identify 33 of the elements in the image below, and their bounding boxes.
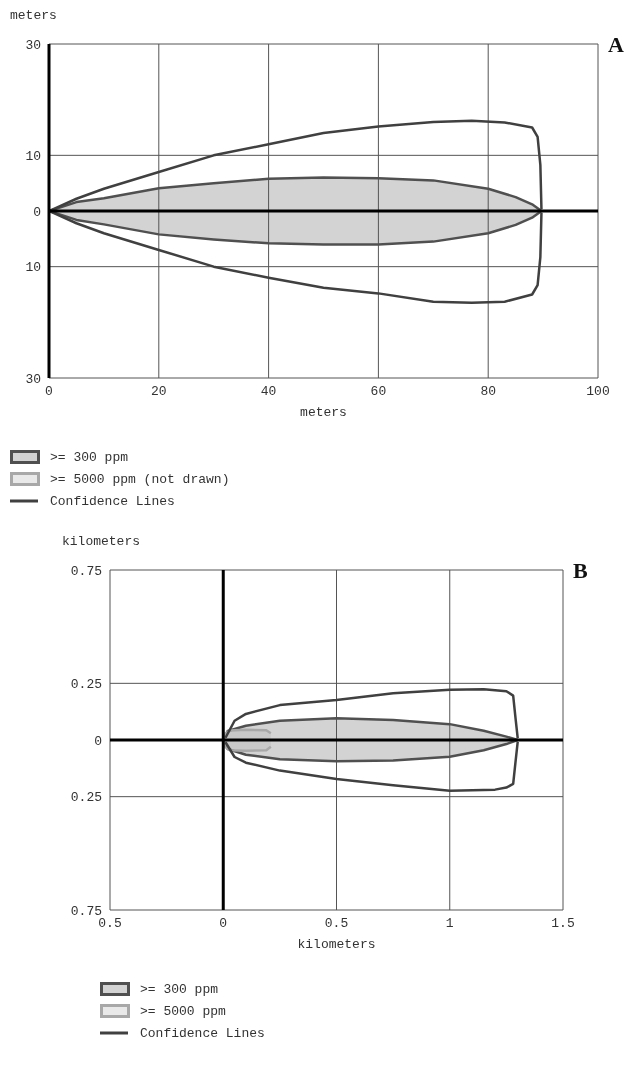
- x-tick-label: 100: [586, 384, 610, 400]
- y-tick-label: 0.75: [70, 903, 102, 919]
- x-tick-label: 0.5: [98, 916, 122, 932]
- y-tick-label: 0: [94, 733, 102, 749]
- y-tick-label: 30: [25, 37, 41, 53]
- x-axis-title: kilometers: [297, 937, 376, 952]
- legend-label: >= 300 ppm: [140, 981, 219, 997]
- y-axis-title: kilometers: [62, 534, 141, 549]
- x-tick-label: 40: [260, 384, 277, 400]
- x-tick-label: 0.5: [324, 916, 349, 932]
- legend-label: Confidence Lines: [50, 493, 175, 509]
- y-tick-label: 10: [25, 260, 41, 276]
- x-tick-label: 0: [219, 916, 228, 932]
- chart-title: B: [573, 558, 588, 584]
- y-tick-label: 10: [25, 148, 41, 164]
- y-tick-label: 30: [25, 371, 41, 387]
- legend-label: >= 300 ppm: [50, 449, 129, 465]
- x-tick-label: 1: [445, 916, 454, 932]
- y-tick-label: 0.25: [70, 790, 102, 806]
- x-tick-label: 0: [45, 384, 53, 400]
- x-tick-label: 20: [151, 384, 167, 400]
- legend-label: Confidence Lines: [140, 1025, 265, 1041]
- chart-title: A: [608, 32, 624, 58]
- legend-label: >= 5000 ppm: [140, 1003, 226, 1019]
- x-tick-label: 60: [370, 384, 387, 400]
- y-tick-label: 0: [33, 204, 41, 220]
- y-tick-label: 0.75: [70, 563, 102, 579]
- y-axis-title: meters: [10, 8, 57, 23]
- x-tick-label: 80: [480, 384, 496, 400]
- legend-label: >= 5000 ppm (not drawn): [50, 471, 230, 487]
- x-tick-label: 1.5: [551, 916, 575, 932]
- y-tick-label: 0.25: [70, 676, 102, 692]
- x-axis-title: meters: [300, 405, 347, 420]
